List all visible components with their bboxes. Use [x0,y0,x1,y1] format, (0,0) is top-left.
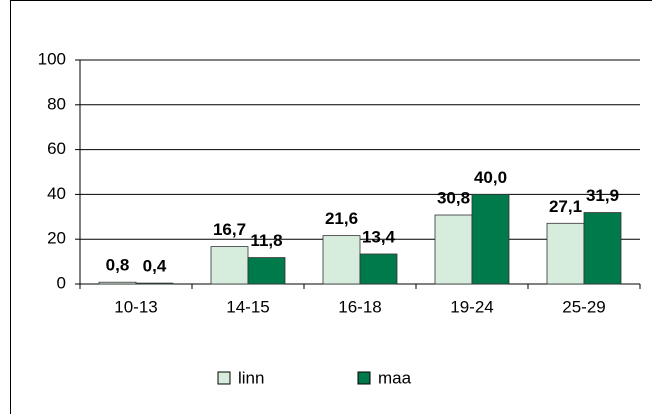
legend-label: linn [238,368,264,387]
value-label: 0,8 [106,256,130,275]
legend-label: maa [378,368,412,387]
bar [210,246,249,285]
x-tick-label: 19-24 [450,297,493,316]
value-label: 11,8 [250,231,282,250]
bar [247,257,286,285]
y-tick-label: 0 [57,273,66,292]
value-label: 40,0 [474,168,507,187]
bar [471,193,510,285]
chart-frame [10,0,652,414]
y-tick-label: 40 [47,184,66,203]
bar [98,281,137,285]
x-tick-label: 10-13 [114,297,157,316]
value-label: 30,8 [437,188,470,207]
y-tick-label: 60 [47,139,66,158]
value-label: 27,1 [549,197,582,216]
bar [135,282,174,285]
value-label: 0,4 [143,257,167,276]
legend-swatch [217,371,231,385]
x-tick-label: 25-29 [562,297,605,316]
value-label: 16,7 [213,220,246,239]
bar [359,253,398,285]
y-tick-label: 20 [47,229,66,248]
value-label: 13,4 [362,227,396,246]
x-tick-label: 16-18 [338,297,381,316]
bar [583,212,622,285]
x-tick-label: 14-15 [226,297,269,316]
y-tick-label: 80 [47,94,66,113]
bar [434,214,473,285]
y-tick-label: 100 [38,49,66,68]
value-label: 31,9 [586,186,619,205]
legend-swatch [357,371,371,385]
bar [322,235,361,285]
bar [546,222,585,285]
value-label: 21,6 [325,209,358,228]
